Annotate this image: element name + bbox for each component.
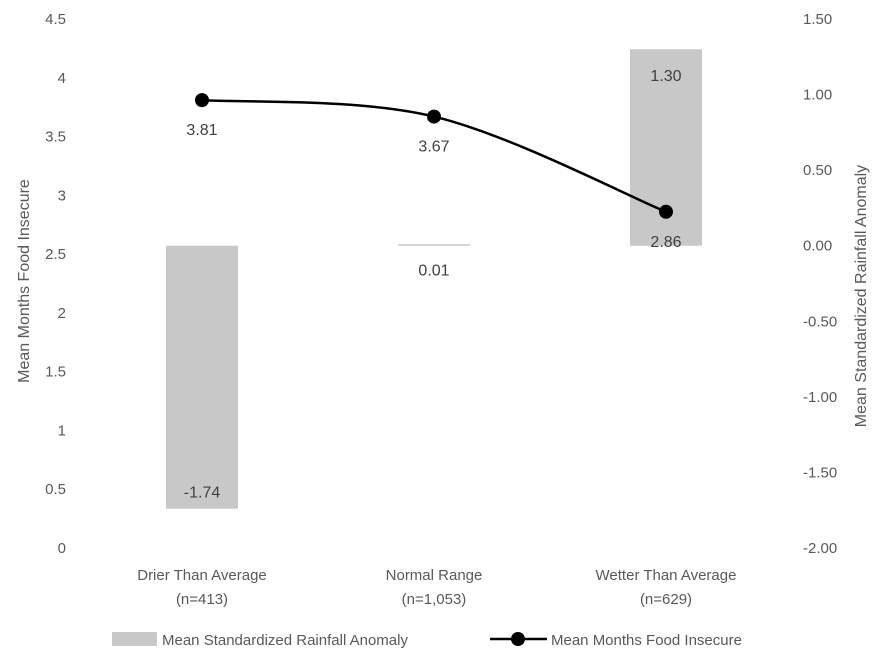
- left-tick-label: 4.5: [45, 11, 66, 28]
- left-tick-label: 1: [58, 422, 66, 439]
- category-label: Wetter Than Average: [596, 567, 737, 584]
- line-marker: [427, 109, 441, 124]
- line-data-label: 3.81: [186, 122, 217, 139]
- category-label: Drier Than Average: [137, 567, 267, 584]
- bar: [166, 245, 238, 509]
- legend-swatch-marker: [511, 632, 525, 646]
- right-tick-label: 0.00: [803, 238, 832, 255]
- category-label: Normal Range: [386, 567, 483, 584]
- left-tick-label: 4: [58, 70, 66, 87]
- right-tick-label: -1.50: [803, 464, 837, 481]
- bar-data-label: -1.74: [184, 485, 221, 502]
- line-data-label: 3.67: [418, 139, 449, 156]
- legend-label-line: Mean Months Food Insecure: [551, 632, 742, 649]
- right-tick-label: -0.50: [803, 313, 837, 330]
- category-sublabel: (n=1,053): [402, 591, 467, 608]
- left-tick-label: 0.5: [45, 481, 66, 498]
- right-tick-label: 1.00: [803, 87, 832, 104]
- left-tick-label: 0: [58, 540, 66, 557]
- bar: [398, 244, 470, 246]
- bar-data-label: 1.30: [650, 68, 681, 85]
- legend-label-bar: Mean Standardized Rainfall Anomaly: [162, 632, 408, 649]
- right-tick-label: 1.50: [803, 11, 832, 28]
- category-labels: Drier Than Average (n=413) Normal Range (n=…: [137, 567, 736, 608]
- right-tick-label: -2.00: [803, 540, 837, 557]
- left-tick-label: 2.5: [45, 246, 66, 263]
- legend-swatch-bar: [112, 632, 157, 646]
- line-series: [195, 93, 673, 219]
- right-axis-title: Mean Standardized Rainfall Anomaly: [853, 165, 870, 427]
- left-tick-label: 3.5: [45, 129, 66, 146]
- category-sublabel: (n=629): [640, 591, 692, 608]
- left-tick-label: 1.5: [45, 364, 66, 381]
- bar-data-labels: -1.74 0.01 1.30: [184, 68, 682, 501]
- left-tick-label: 3: [58, 187, 66, 204]
- right-tick-label: 0.50: [803, 162, 832, 179]
- line-marker: [195, 93, 209, 108]
- left-axis-ticks: 0 0.5 1 1.5 2 2.5 3 3.5 4 4.5: [45, 11, 66, 557]
- category-sublabel: (n=413): [176, 591, 228, 608]
- line-data-labels: 3.81 3.67 2.86: [186, 122, 681, 251]
- bar-data-label: 0.01: [418, 263, 449, 280]
- left-tick-label: 2: [58, 305, 66, 322]
- left-axis-title: Mean Months Food Insecure: [16, 179, 33, 383]
- line-marker: [659, 204, 673, 219]
- line-data-label: 2.86: [650, 234, 681, 251]
- right-tick-label: -1.00: [803, 389, 837, 406]
- legend: Mean Standardized Rainfall Anomaly Mean …: [112, 632, 742, 649]
- right-axis-ticks: -2.00 -1.50 -1.00 -0.50 0.00 0.50 1.00 1.50: [803, 11, 837, 557]
